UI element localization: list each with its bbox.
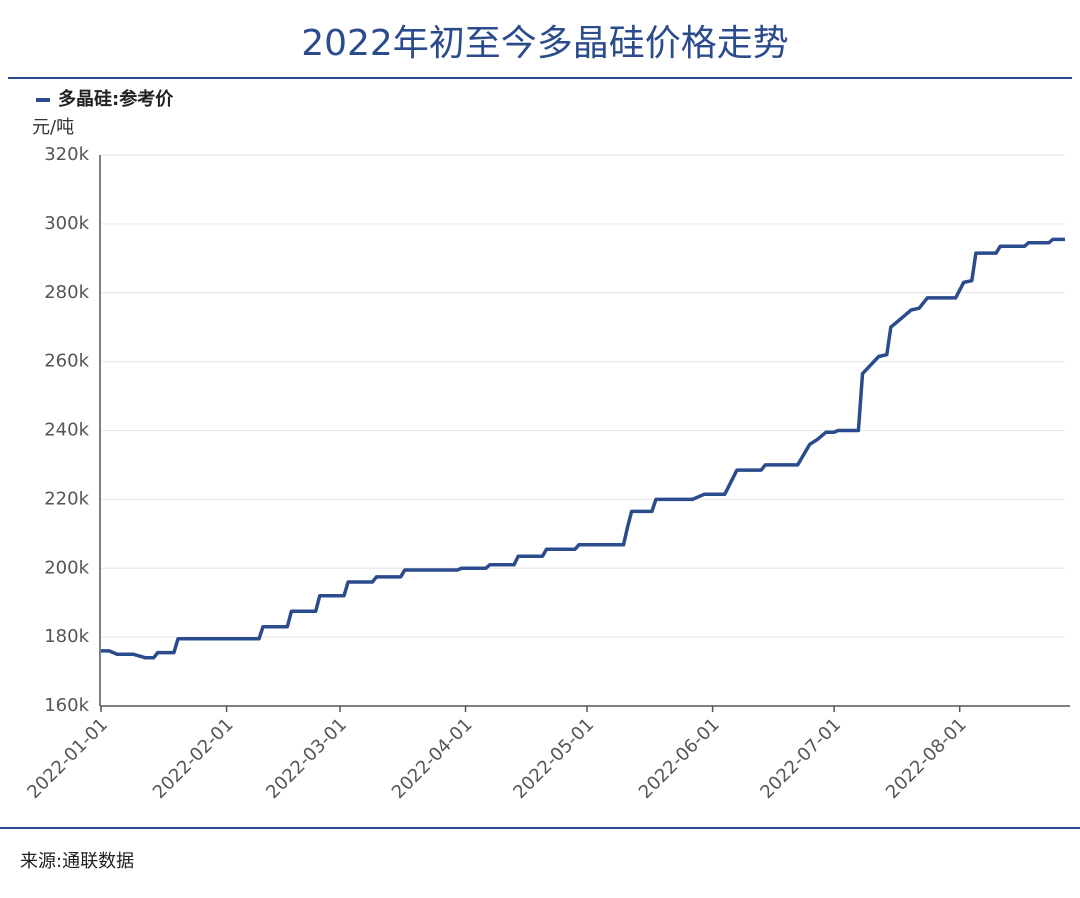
source: 来源:通联数据 (20, 851, 134, 872)
y-tick-label: 180k (44, 626, 89, 647)
y-tick-label: 260k (44, 351, 89, 372)
x-tick-label: 2022-06-01 (635, 714, 724, 803)
x-tick-label: 2022-04-01 (388, 714, 477, 803)
x-tick-label: 2022-05-01 (509, 714, 598, 803)
x-tick-label: 2022-02-01 (149, 714, 238, 803)
legend-label: 多晶硅:参考价 (58, 88, 174, 110)
y-tick-label: 240k (44, 420, 89, 441)
y-tick-label: 160k (44, 695, 89, 716)
y-tick-label: 200k (44, 557, 89, 578)
x-tick-label: 2022-03-01 (262, 714, 351, 803)
y-axis-label: 元/吨 (32, 117, 74, 138)
y-tick-label: 300k (44, 213, 89, 234)
y-tick-label: 280k (44, 282, 89, 303)
chart-title: 2022年初至今多晶硅价格走势 (301, 23, 789, 64)
y-tick-label: 220k (44, 488, 89, 509)
y-tick-label: 320k (44, 144, 89, 165)
x-tick-label: 2022-07-01 (756, 714, 845, 803)
x-tick-label: 2022-01-01 (23, 714, 112, 803)
series-line (101, 237, 1065, 660)
x-tick-label: 2022-08-01 (882, 714, 971, 803)
